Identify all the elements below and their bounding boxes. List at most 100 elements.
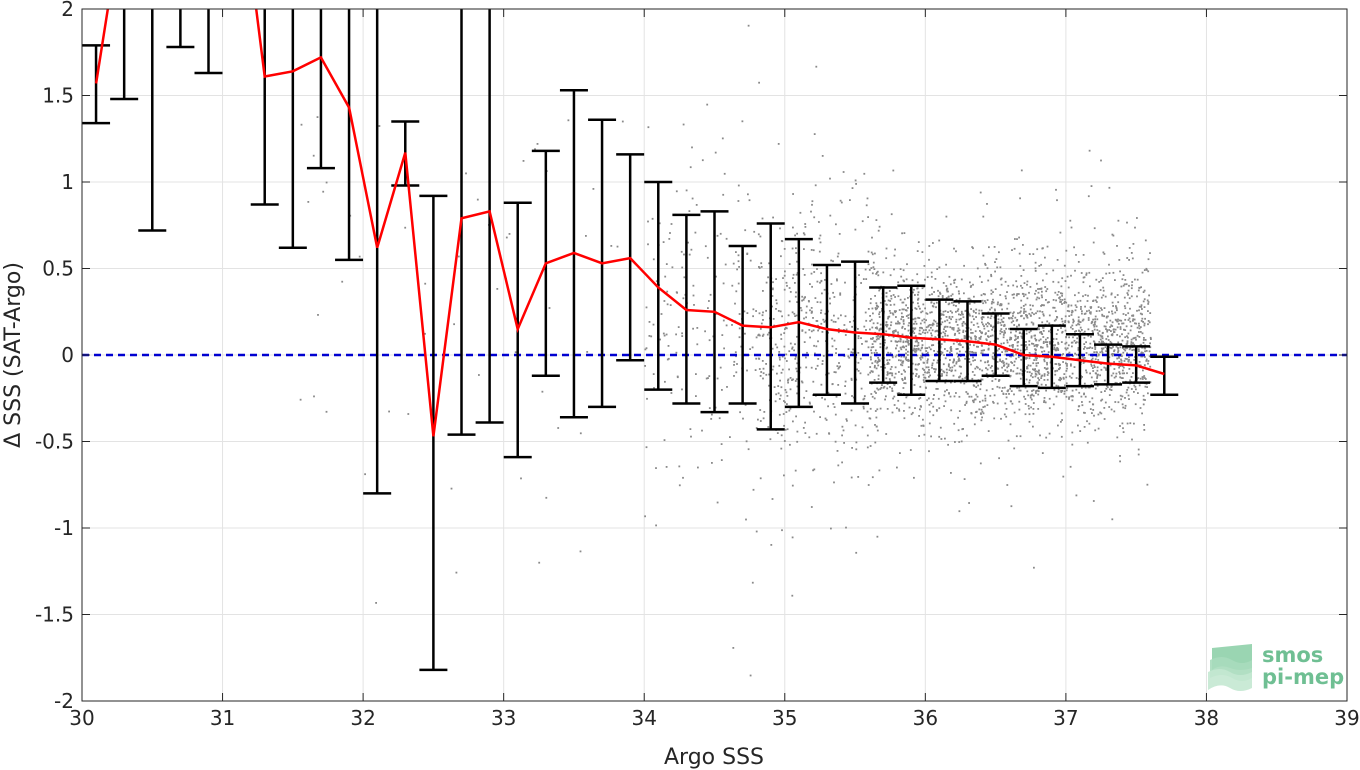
scatter-point <box>1038 288 1041 290</box>
scatter-point <box>877 274 880 277</box>
scatter-point <box>1019 377 1022 380</box>
scatter-point <box>981 321 983 324</box>
scatter-point <box>1004 353 1007 356</box>
scatter-point <box>937 289 939 292</box>
scatter-point <box>1002 336 1005 339</box>
scatter-point <box>1023 395 1025 398</box>
scatter-point <box>716 377 719 380</box>
scatter-point <box>1031 376 1034 379</box>
scatter-points <box>299 24 1152 677</box>
scatter-point <box>1038 317 1041 319</box>
scatter-point <box>1071 341 1074 344</box>
scatter-point <box>1032 322 1035 325</box>
scatter-point <box>1109 326 1112 328</box>
scatter-point <box>1017 336 1019 338</box>
scatter-point <box>919 357 921 359</box>
scatter-point <box>1142 321 1144 323</box>
scatter-point <box>800 380 803 383</box>
scatter-point <box>710 418 713 420</box>
scatter-point <box>1101 341 1103 344</box>
scatter-point <box>1011 317 1014 320</box>
scatter-point <box>964 322 967 325</box>
scatter-point <box>966 392 969 395</box>
scatter-point <box>748 199 751 202</box>
scatter-point <box>1058 378 1060 381</box>
scatter-point <box>1114 296 1117 299</box>
scatter-point <box>850 377 853 380</box>
scatter-point <box>923 381 925 383</box>
scatter-point <box>1046 337 1049 339</box>
scatter-point <box>1035 359 1038 361</box>
scatter-point <box>987 321 989 324</box>
scatter-point <box>1000 324 1003 326</box>
scatter-point <box>1067 344 1070 347</box>
scatter-point <box>787 378 790 381</box>
scatter-point <box>893 395 896 398</box>
scatter-point <box>1044 341 1047 343</box>
scatter-point <box>886 359 889 362</box>
scatter-point <box>821 396 823 399</box>
scatter-point <box>813 271 816 273</box>
scatter-point <box>1135 322 1138 325</box>
scatter-point <box>945 263 947 266</box>
scatter-point <box>1068 351 1071 354</box>
scatter-point <box>1116 436 1119 439</box>
scatter-point <box>905 359 908 362</box>
scatter-point <box>871 338 874 340</box>
scatter-point <box>652 323 655 326</box>
scatter-point <box>972 399 975 402</box>
scatter-point <box>762 311 764 314</box>
scatter-point <box>999 294 1002 296</box>
scatter-point <box>928 294 931 296</box>
scatter-point <box>1066 367 1068 370</box>
scatter-point <box>903 402 906 405</box>
scatter-point <box>956 348 959 350</box>
scatter-point <box>979 359 982 362</box>
scatter-point <box>881 384 883 386</box>
scatter-point <box>986 376 989 378</box>
scatter-point <box>814 297 817 299</box>
scatter-point <box>987 330 990 332</box>
scatter-point <box>1118 366 1120 369</box>
scatter-point <box>738 336 741 339</box>
scatter-point <box>870 358 872 361</box>
scatter-point <box>927 324 930 327</box>
scatter-point <box>1020 335 1023 338</box>
scatter-point <box>810 330 813 333</box>
scatter-point <box>869 407 872 410</box>
scatter-point <box>1048 322 1051 325</box>
scatter-point <box>914 307 917 310</box>
scatter-point <box>1113 410 1116 413</box>
scatter-point <box>857 337 860 340</box>
scatter-point <box>943 371 946 374</box>
scatter-point <box>1072 336 1074 339</box>
scatter-point <box>933 368 935 370</box>
scatter-point <box>762 290 764 292</box>
scatter-point <box>1062 353 1065 355</box>
scatter-point <box>1042 330 1045 332</box>
scatter-point <box>1140 304 1143 307</box>
scatter-point <box>1095 355 1098 358</box>
scatter-point <box>922 418 924 421</box>
scatter-point <box>1020 306 1023 309</box>
scatter-point <box>803 396 805 399</box>
scatter-point <box>894 355 897 358</box>
scatter-point <box>874 340 877 343</box>
scatter-point <box>914 320 917 323</box>
scatter-point <box>893 310 896 312</box>
scatter-point <box>893 330 896 332</box>
scatter-point <box>980 352 983 354</box>
scatter-point <box>916 250 919 252</box>
scatter-point <box>1027 394 1030 397</box>
scatter-point <box>1113 361 1115 363</box>
scatter-point <box>952 360 955 363</box>
scatter-point <box>1141 346 1143 349</box>
scatter-point <box>1013 447 1016 450</box>
scatter-point <box>923 321 926 324</box>
scatter-point <box>1040 346 1042 348</box>
scatter-point <box>917 297 920 300</box>
scatter-point <box>784 357 786 360</box>
scatter-point <box>804 223 807 225</box>
scatter-point <box>1000 417 1002 420</box>
scatter-point <box>1016 344 1019 347</box>
